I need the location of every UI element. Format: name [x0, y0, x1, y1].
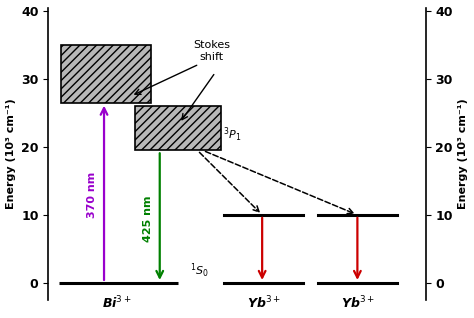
Text: $^3P_1$: $^3P_1$ [223, 126, 241, 144]
Text: $^1S_0$: $^1S_0$ [190, 262, 209, 280]
Y-axis label: Energy (10³ cm⁻¹): Energy (10³ cm⁻¹) [6, 98, 16, 209]
Text: Yb$^{3+}$: Yb$^{3+}$ [247, 295, 281, 312]
Text: Bi$^{3+}$: Bi$^{3+}$ [102, 295, 131, 312]
Bar [135, 106, 221, 150]
Y-axis label: Energy (10³ cm⁻¹): Energy (10³ cm⁻¹) [458, 98, 468, 209]
Text: 370 nm: 370 nm [87, 171, 97, 218]
Text: 425 nm: 425 nm [143, 195, 153, 242]
Text: Yb$^{3+}$: Yb$^{3+}$ [340, 295, 374, 312]
Text: Stokes
shift: Stokes shift [193, 40, 230, 62]
Bar [61, 45, 151, 103]
